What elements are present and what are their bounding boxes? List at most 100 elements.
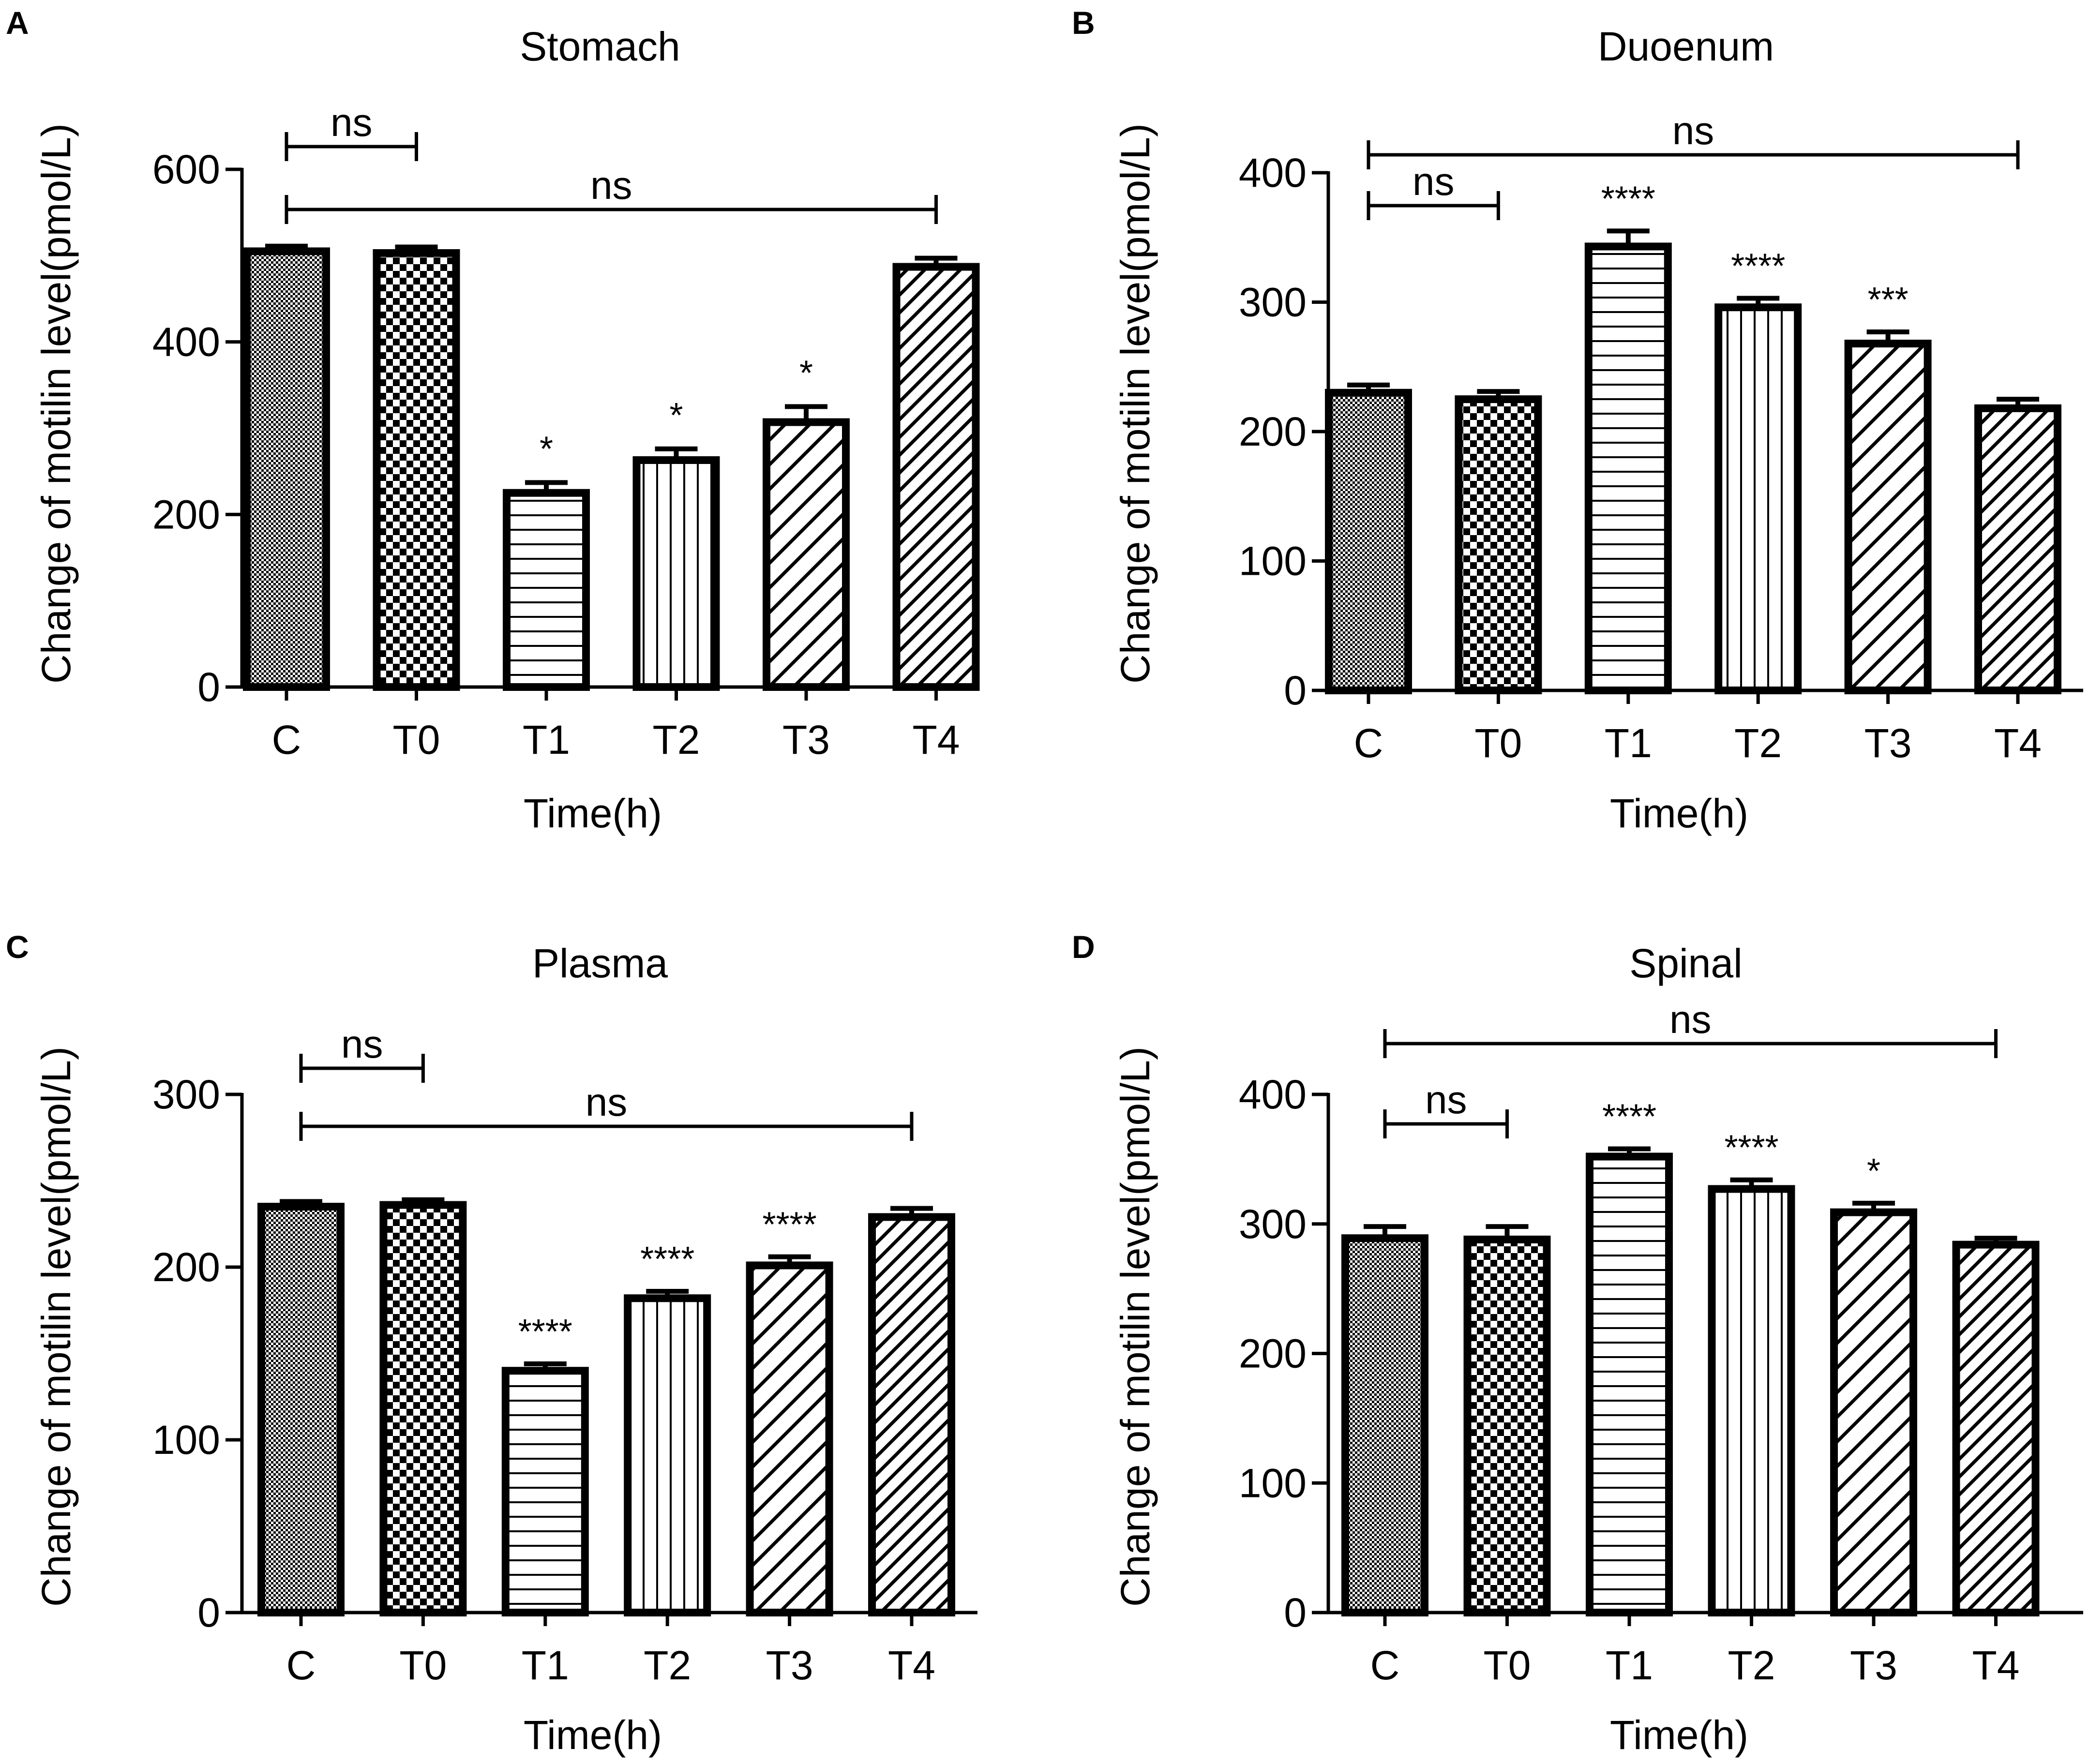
y-tick-label: 300 <box>1239 280 1307 325</box>
comparison-bracket: ns <box>1383 1078 1509 1138</box>
comparison-bracket: ns <box>299 1080 914 1141</box>
bar-t0 <box>1463 1235 1551 1616</box>
y-tick-label: 100 <box>152 1417 220 1463</box>
y-axis-title: Change of motilin level(pmol/L) <box>1112 123 1158 684</box>
x-tick-label: T1 <box>523 717 570 762</box>
x-tick-label: T0 <box>1483 1643 1531 1688</box>
significance-marker: * <box>669 396 683 435</box>
significance-marker: **** <box>640 1240 694 1279</box>
bar-c <box>1341 1234 1428 1616</box>
x-axis-title: Time(h) <box>524 791 662 836</box>
y-tick-label: 200 <box>1239 1331 1307 1376</box>
x-tick-label: T0 <box>399 1643 447 1688</box>
significance-marker: *** <box>1868 281 1909 319</box>
y-tick-label: 400 <box>152 319 220 365</box>
x-tick-label: T2 <box>1734 720 1782 766</box>
chart-panel-d: D Spinal Change of motilin level(pmol/L)… <box>1072 929 2083 1758</box>
panel-letter: C <box>6 929 29 965</box>
y-tick-label: 200 <box>152 1244 220 1290</box>
bar-t1 <box>501 1367 589 1616</box>
y-tick-label: 400 <box>1239 150 1307 195</box>
y-tick-label: 100 <box>1239 538 1307 584</box>
bar-t3 <box>1844 340 1932 694</box>
x-tick-label: T3 <box>766 1643 813 1688</box>
bar-t4 <box>1974 404 2061 694</box>
bar-t1 <box>1586 1152 1673 1616</box>
x-tick-label: T1 <box>1606 1643 1653 1688</box>
comparison-label: ns <box>590 164 632 208</box>
x-tick-label: C <box>1370 1643 1400 1688</box>
bar-t3 <box>746 1261 833 1616</box>
x-tick-label: T3 <box>782 717 830 762</box>
chart-panel-c: C Plasma Change of motilin level(pmol/L)… <box>6 929 977 1758</box>
x-axis-title: Time(h) <box>1610 791 1748 836</box>
bar-t2 <box>1714 303 1802 694</box>
bar-t2 <box>624 1294 711 1616</box>
x-tick-label: T0 <box>392 717 440 762</box>
x-tick-label: T4 <box>912 717 960 762</box>
comparison-label: ns <box>1425 1078 1467 1122</box>
x-tick-label: T1 <box>522 1643 569 1688</box>
panel-letter: D <box>1072 929 1095 965</box>
bar-c <box>257 1203 345 1617</box>
x-tick-label: C <box>286 1643 316 1688</box>
bar-t4 <box>868 1213 955 1616</box>
significance-marker: **** <box>1724 1129 1778 1167</box>
y-tick-label: 600 <box>152 147 220 192</box>
y-tick-label: 200 <box>152 492 220 537</box>
significance-marker: **** <box>1601 179 1655 218</box>
bar-t0 <box>1455 395 1542 694</box>
panel-letter: A <box>6 5 29 41</box>
bar-t2 <box>632 456 720 691</box>
x-axis-title: Time(h) <box>1610 1712 1748 1758</box>
y-tick-label: 200 <box>1239 409 1307 454</box>
significance-marker: * <box>1867 1152 1880 1191</box>
chart-panel-b: B Duoenum Change of motilin level(pmol/L… <box>1072 5 2083 836</box>
x-tick-label: T1 <box>1605 720 1652 766</box>
x-tick-label: T4 <box>888 1643 935 1688</box>
chart-title: Spinal <box>1629 941 1743 986</box>
y-tick-label: 300 <box>1239 1201 1307 1247</box>
bar-t0 <box>373 249 460 691</box>
x-tick-label: T0 <box>1474 720 1522 766</box>
y-tick-label: 0 <box>1284 1590 1307 1635</box>
bar-t0 <box>379 1201 467 1616</box>
comparison-bracket: ns <box>1367 109 2020 169</box>
significance-marker: **** <box>1731 247 1785 285</box>
chart-panel-a: A Stomach Change of motilin level(pmol/L… <box>6 5 980 836</box>
comparison-label: ns <box>1669 998 1712 1042</box>
y-axis-title: Change of motilin level(pmol/L) <box>33 123 79 684</box>
x-tick-label: C <box>1354 720 1383 766</box>
comparison-bracket: ns <box>299 1022 425 1083</box>
bar-t1 <box>503 489 590 691</box>
significance-marker: **** <box>1602 1097 1656 1136</box>
bar-c <box>243 247 330 691</box>
x-tick-label: T3 <box>1864 720 1912 766</box>
bar-t4 <box>1952 1241 2040 1617</box>
significance-marker: * <box>540 430 553 468</box>
x-tick-label: C <box>272 717 301 762</box>
y-tick-label: 0 <box>1284 668 1307 713</box>
comparison-label: ns <box>586 1080 628 1124</box>
significance-marker: **** <box>518 1313 572 1351</box>
significance-marker: **** <box>763 1206 817 1244</box>
x-axis-title: Time(h) <box>524 1712 662 1758</box>
bar-c <box>1325 389 1412 694</box>
x-tick-label: T2 <box>652 717 700 762</box>
bar-t4 <box>892 263 980 691</box>
comparison-label: ns <box>341 1022 383 1066</box>
y-axis-title: Change of motilin level(pmol/L) <box>1112 1046 1158 1607</box>
x-tick-label: T4 <box>1994 720 2042 766</box>
comparison-bracket: ns <box>1383 998 1998 1058</box>
bar-t2 <box>1708 1185 1795 1616</box>
bar-t3 <box>1830 1208 1917 1617</box>
chart-title: Plasma <box>532 941 668 986</box>
y-tick-label: 0 <box>197 1590 220 1635</box>
y-tick-label: 400 <box>1239 1072 1307 1117</box>
comparison-bracket: ns <box>285 101 418 161</box>
chart-title: Duoenum <box>1598 24 1774 69</box>
comparison-bracket: ns <box>285 164 938 224</box>
bar-t1 <box>1584 242 1672 695</box>
y-tick-label: 0 <box>197 664 220 710</box>
